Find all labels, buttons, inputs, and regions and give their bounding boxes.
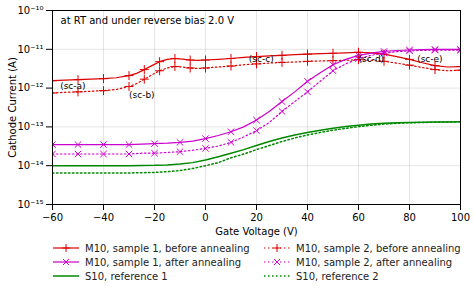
svg-text:Cathode Current (A): Cathode Current (A) [7, 57, 18, 158]
html-text:M10, sample 2, after annealing: M10, sample 2, after annealing [296, 256, 453, 268]
html-text:S10, reference 1: S10, reference 1 [85, 270, 168, 282]
svg-text:Gate Voltage (V): Gate Voltage (V) [215, 226, 298, 237]
svg-text:(sc-b): (sc-b) [129, 90, 155, 100]
svg-text:10⁻¹⁵: 10⁻¹⁵ [17, 199, 43, 210]
svg-text:80: 80 [403, 212, 416, 223]
svg-text:100: 100 [451, 212, 470, 223]
html-text:M10, sample 2, before annealin: M10, sample 2, before annealing [296, 242, 461, 254]
html-text:M10, sample 1, after annealing: M10, sample 1, after annealing [85, 256, 242, 268]
svg-text:60: 60 [352, 212, 365, 223]
svg-text:0: 0 [202, 212, 208, 223]
svg-text:(sc-c): (sc-c) [249, 54, 274, 64]
html-text:S10, reference 2: S10, reference 2 [296, 270, 379, 282]
svg-text:10⁻¹⁰: 10⁻¹⁰ [17, 5, 43, 16]
svg-text:−40: −40 [93, 212, 114, 223]
svg-text:(sc-d): (sc-d) [359, 54, 385, 64]
svg-text:−20: −20 [144, 212, 165, 223]
svg-text:10⁻¹³: 10⁻¹³ [17, 121, 43, 132]
svg-text:(sc-e): (sc-e) [417, 54, 442, 64]
svg-text:10⁻¹²: 10⁻¹² [17, 82, 43, 93]
svg-text:−60: −60 [42, 212, 63, 223]
svg-text:at RT and under reverse bias 2: at RT and under reverse bias 2.0 V [61, 15, 235, 26]
svg-text:10⁻¹¹: 10⁻¹¹ [17, 44, 43, 55]
svg-text:40: 40 [301, 212, 314, 223]
svg-text:(sc-a): (sc-a) [60, 81, 85, 91]
svg-text:10⁻¹⁴: 10⁻¹⁴ [17, 160, 43, 171]
svg-text:20: 20 [250, 212, 263, 223]
html-text:M10, sample 1, before annealin: M10, sample 1, before annealing [85, 242, 250, 254]
